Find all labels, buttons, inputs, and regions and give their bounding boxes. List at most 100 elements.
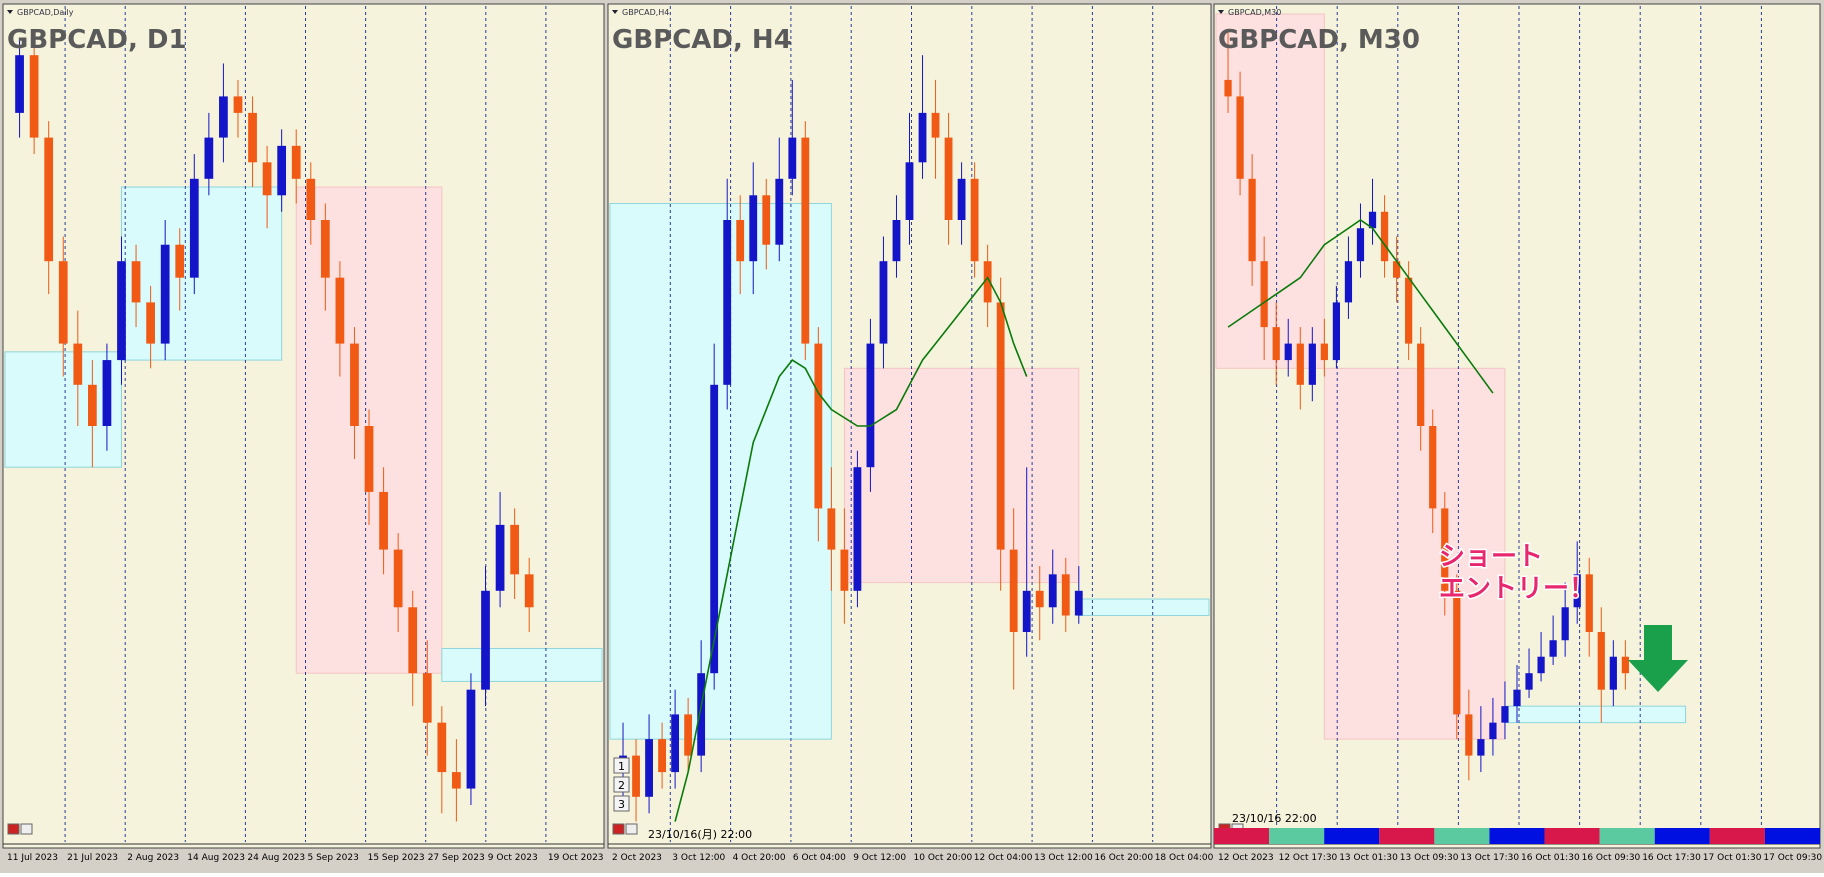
moving-average [1227, 219, 1494, 394]
candle-body [364, 426, 374, 492]
signal-strip [1544, 828, 1600, 844]
x-tick-label: 9 Oct 12:00 [853, 853, 906, 863]
header-arrow [1218, 10, 1224, 14]
candle-body [466, 689, 476, 789]
candle-body [944, 137, 953, 220]
candle-body [175, 244, 185, 278]
x-tick-label: 21 Jul 2023 [67, 853, 118, 863]
candle-body [262, 162, 272, 196]
candle-body [931, 112, 940, 138]
candle-body [710, 384, 719, 674]
candle-body [1224, 79, 1232, 97]
annotation: ショート [1439, 542, 1543, 572]
candle-body [1429, 426, 1437, 509]
candle-body [102, 360, 112, 426]
candle-body [393, 549, 403, 608]
x-tick-label: 16 Oct 09:30 [1582, 853, 1641, 863]
candle-body [1513, 689, 1521, 707]
x-tick-label: 18 Oct 04:00 [1155, 853, 1214, 863]
candle-body [788, 137, 797, 179]
x-tick-label: 4 Oct 20:00 [733, 853, 786, 863]
timestamp: 23/10/16 22:00 [1232, 812, 1317, 825]
x-tick-label: 12 Oct 17:30 [1279, 853, 1338, 863]
candle-body [320, 220, 330, 278]
candle-body [1344, 261, 1353, 303]
x-tick-label: 10 Oct 20:00 [914, 853, 973, 863]
candle-body [1380, 211, 1389, 262]
signal-strip [1214, 828, 1270, 844]
candle-body [801, 137, 810, 344]
close-button[interactable] [612, 823, 625, 835]
candle-body [736, 220, 745, 262]
indicator-button[interactable] [613, 795, 630, 812]
signal-strip [1489, 828, 1545, 844]
close-button[interactable] [7, 823, 20, 835]
candle-body [684, 714, 693, 756]
candle-body [160, 244, 170, 344]
x-tick-label: 13 Oct 01:30 [1339, 853, 1398, 863]
candle-body [117, 261, 126, 361]
candle-body [481, 590, 490, 690]
candle-body [1489, 722, 1497, 740]
indicator-button[interactable] [613, 776, 630, 793]
candle-body [1332, 302, 1341, 361]
x-tick-label: 12 Oct 04:00 [974, 853, 1033, 863]
float-button[interactable] [625, 823, 638, 835]
x-tick-label: 3 Oct 12:00 [672, 853, 725, 863]
price-zone [1323, 367, 1506, 740]
candle-body [957, 178, 966, 220]
candle-body [1441, 508, 1449, 591]
candle-body [29, 55, 39, 138]
x-tick-label: 24 Aug 2023 [247, 853, 305, 863]
candle-body [1453, 590, 1461, 715]
indicator-button-label: 2 [618, 779, 625, 792]
candle-body [437, 722, 447, 773]
candle-body [335, 277, 345, 344]
candle-body [1048, 574, 1057, 608]
candle-body [775, 178, 784, 245]
candle-body [1284, 343, 1292, 361]
indicator-button[interactable] [613, 757, 630, 774]
x-tick-label: 17 Oct 01:30 [1703, 853, 1762, 863]
annotation: エントリー！ [1439, 574, 1595, 604]
chart-title: GBPCAD, H4 [612, 25, 792, 55]
candle-body [996, 302, 1005, 550]
candle-body [1296, 343, 1304, 385]
indicator-button-label: 1 [618, 760, 625, 773]
candle-body [306, 178, 316, 220]
candle-body [204, 137, 214, 179]
candle-body [827, 508, 836, 550]
x-tick-label: 9 Oct 2023 [488, 853, 538, 863]
candle-body [58, 261, 68, 344]
signal-strip [1379, 828, 1435, 844]
chart-header: GBPCAD,H4 [622, 8, 669, 17]
candle-body [524, 574, 534, 608]
float-button[interactable] [20, 823, 33, 835]
candle-body [697, 673, 706, 756]
candle-body [1236, 96, 1244, 179]
x-tick-label: 13 Oct 17:30 [1460, 853, 1519, 863]
signal-strip [1599, 828, 1655, 844]
candle-body [248, 112, 257, 163]
candle-body [1320, 343, 1328, 361]
candle-body [131, 261, 141, 303]
candle-body [44, 137, 54, 262]
candle-body [73, 343, 83, 385]
candle-body [1035, 590, 1044, 608]
signal-strip [1709, 828, 1765, 844]
x-tick-label: 2 Oct 2023 [612, 853, 662, 863]
candle-body [1061, 574, 1070, 616]
candle-body [1597, 632, 1605, 690]
chart-panel: 2 Oct 2023 3 Oct 12:00 4 Oct 20:00 6 Oct 04… [607, 3, 1214, 863]
candle-body [723, 220, 732, 385]
chart-header: GBPCAD,M30 [1228, 8, 1281, 17]
signal-strip [1434, 828, 1490, 844]
candle-body [1392, 261, 1401, 278]
header-arrow [7, 10, 13, 14]
x-tick-label: 12 Oct 2023 [1218, 853, 1274, 863]
candle-body [146, 302, 155, 344]
entry-arrow [1628, 625, 1688, 692]
candle-body [1549, 640, 1557, 657]
indicator-button-label: 3 [618, 798, 625, 811]
x-tick-label: 15 Sep 2023 [368, 853, 425, 863]
